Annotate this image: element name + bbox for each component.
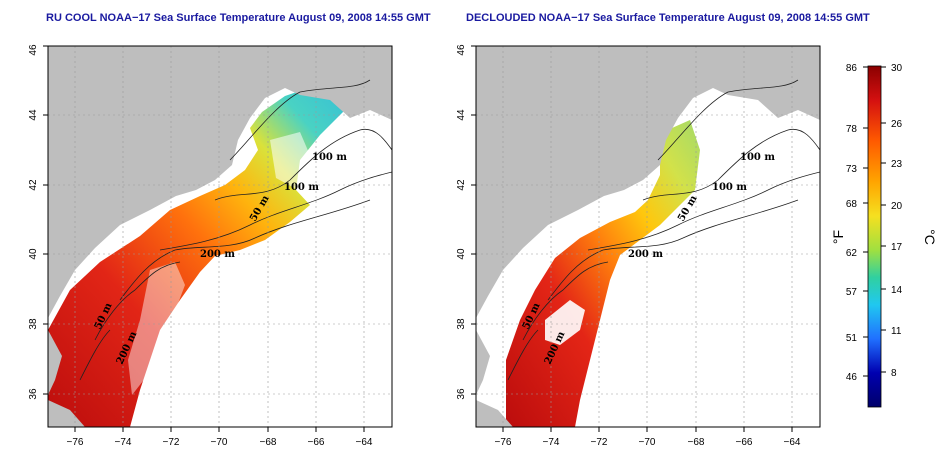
map-panel-right: 100 m 100 m 50 m 200 m 50 m 200 m −76 −7… [456, 44, 821, 448]
isobath-contour [657, 79, 799, 161]
fahrenheit-unit-label: °F [830, 230, 846, 244]
land-mass [48, 400, 85, 427]
lon-tick-label: −70 [639, 437, 656, 448]
fahrenheit-tick: 68 [846, 199, 858, 210]
celsius-tick: 20 [891, 201, 903, 212]
map-frame [475, 45, 821, 428]
lon-tick-label: −68 [688, 437, 705, 448]
fahrenheit-tick: 57 [846, 287, 858, 298]
lat-axis-left: 36 38 40 42 44 46 [28, 44, 48, 400]
isobath-contour [79, 329, 111, 381]
isobath-contour [214, 128, 392, 201]
cloud-gap [545, 300, 585, 345]
lon-tick-label: −72 [591, 437, 608, 448]
lat-tick-label: 38 [28, 318, 39, 330]
lon-tick-label: −64 [784, 437, 801, 448]
isobath-contour [119, 199, 371, 301]
fahrenheit-tick: 62 [846, 248, 858, 259]
lat-tick-label: 46 [456, 44, 467, 56]
lat-tick-label: 42 [28, 179, 39, 191]
isobath-contour [547, 199, 799, 301]
celsius-tick: 26 [891, 119, 903, 130]
lat-tick-label: 40 [456, 248, 467, 260]
cloud-gap [128, 262, 185, 395]
lat-tick-label: 46 [28, 44, 39, 56]
contour-label: 100 m [312, 152, 347, 163]
contour-label: 200 m [200, 249, 235, 260]
lat-tick-label: 44 [28, 109, 39, 121]
lon-axis-left: −76 −74 −72 −70 −68 −66 −64 [67, 427, 373, 448]
colorbar: 86 78 73 68 62 57 51 46 30 26 23 20 17 1… [830, 63, 938, 408]
map-gridlines [476, 46, 820, 427]
lon-tick-label: −74 [115, 437, 132, 448]
isobath-contour [94, 261, 181, 341]
celsius-tick: 30 [891, 63, 903, 74]
contour-label: 100 m [712, 182, 747, 193]
map-title-right: DECLOUDED NOAA−17 Sea Surface Temperatur… [466, 12, 870, 24]
lon-tick-label: −68 [260, 437, 277, 448]
lon-tick-label: −74 [543, 437, 560, 448]
isobath-contour [159, 171, 392, 251]
lat-axis-right: 36 38 40 42 44 46 [456, 44, 476, 400]
lat-tick-label: 44 [456, 109, 467, 121]
land-mass [48, 46, 392, 318]
lat-tick-label: 42 [456, 179, 467, 191]
fahrenheit-tick: 51 [846, 333, 858, 344]
fahrenheit-tick: 73 [846, 164, 858, 175]
map-frame [47, 45, 393, 428]
lat-tick-label: 38 [456, 318, 467, 330]
land-mass [476, 46, 820, 318]
celsius-tick: 17 [891, 242, 903, 253]
celsius-tick: 23 [891, 159, 903, 170]
lon-tick-label: −76 [495, 437, 512, 448]
celsius-unit-label: °C [922, 229, 938, 245]
lon-tick-label: −70 [211, 437, 228, 448]
map-gridlines [48, 46, 392, 427]
lon-tick-label: −64 [356, 437, 373, 448]
land-mass [476, 400, 513, 427]
land-mass [48, 330, 62, 395]
fahrenheit-tick: 78 [846, 124, 858, 135]
contour-label: 100 m [740, 152, 775, 163]
contour-label: 200 m [628, 249, 663, 260]
isobath-contour [642, 128, 820, 201]
sst-field [506, 120, 700, 427]
celsius-tick: 8 [891, 368, 897, 379]
isobath-contour [522, 261, 609, 341]
fahrenheit-tick: 86 [846, 63, 858, 74]
map-panel-left: 100 m 100 m 50 m 200 m 50 m 200 m −76 −7… [28, 44, 393, 448]
lon-tick-label: −76 [67, 437, 84, 448]
contour-label: 100 m [284, 182, 319, 193]
isobath-contour [587, 171, 820, 251]
lon-tick-label: −66 [736, 437, 753, 448]
celsius-tick: 11 [891, 326, 902, 337]
lon-axis-right: −76 −74 −72 −70 −68 −66 −64 [495, 427, 801, 448]
lat-tick-label: 40 [28, 248, 39, 260]
isobath-contour [507, 329, 539, 381]
colorbar-gradient [867, 65, 882, 408]
land-mass [476, 330, 490, 395]
lat-tick-label: 36 [28, 388, 39, 400]
lon-tick-label: −72 [163, 437, 180, 448]
fahrenheit-tick: 46 [846, 372, 858, 383]
map-title-left: RU COOL NOAA−17 Sea Surface Temperature … [46, 12, 431, 24]
isobath-contour [229, 79, 371, 161]
celsius-tick: 14 [891, 285, 903, 296]
lon-tick-label: −66 [308, 437, 325, 448]
lat-tick-label: 36 [456, 388, 467, 400]
cloud-gap [270, 132, 312, 190]
